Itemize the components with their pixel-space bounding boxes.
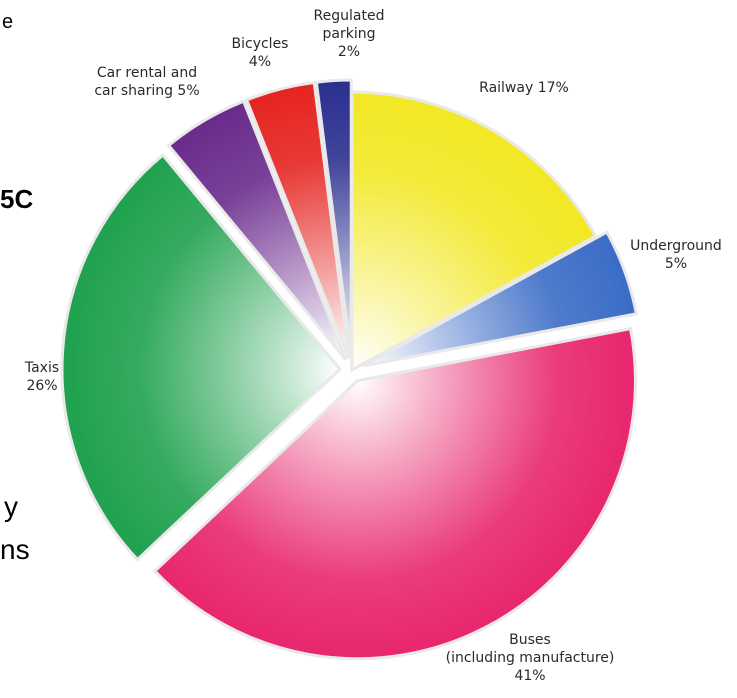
pie-slice-4 — [166, 99, 348, 361]
slice-label-line: Car rental and — [97, 65, 197, 81]
slice-label-6: Regulated parking 2% — [314, 8, 385, 60]
cut-off-text-y: y — [4, 491, 18, 522]
slice-label-line: Railway 17% — [479, 80, 569, 96]
slice-label-2: Buses (including manufacture) 41% — [446, 632, 615, 684]
pie-slice-2 — [152, 326, 637, 661]
slice-label-1: Underground 5% — [630, 238, 722, 272]
slice-label-line: Bicycles — [232, 36, 289, 52]
pie-slice-5 — [244, 80, 351, 359]
slice-label-line: Taxis — [24, 360, 59, 376]
slice-label-line: 5% — [665, 256, 687, 272]
pie-slice-6 — [314, 78, 353, 359]
slice-label-4: Car rental and car sharing 5% — [94, 65, 199, 99]
slice-label-line: parking — [323, 26, 376, 42]
slice-label-line: 4% — [249, 54, 271, 70]
slice-label-0: Railway 17% — [479, 80, 569, 96]
slice-label-line: Regulated — [314, 8, 385, 24]
cut-off-text-e: e — [2, 11, 14, 33]
slice-label-3: Taxis 26% — [24, 360, 59, 394]
pie-labels: Railway 17% Underground 5% Buses (including … — [24, 8, 722, 684]
pie-slice-1 — [362, 229, 639, 368]
slice-label-line: 2% — [338, 44, 360, 60]
pie-slices — [60, 78, 639, 661]
cut-off-text-ns: ns — [0, 534, 30, 565]
slice-label-5: Bicycles 4% — [232, 36, 289, 70]
slice-label-line: Underground — [630, 238, 722, 254]
slice-label-line: (including manufacture) — [446, 650, 615, 666]
slice-label-line: 41% — [514, 668, 545, 684]
slice-label-line: 26% — [26, 378, 57, 394]
slice-label-line: Buses — [509, 632, 551, 648]
slice-label-line: car sharing 5% — [94, 83, 199, 99]
cut-off-text-50: 5C — [0, 184, 34, 214]
pie-slice-3 — [60, 152, 343, 562]
pie-slice-0 — [350, 90, 598, 373]
